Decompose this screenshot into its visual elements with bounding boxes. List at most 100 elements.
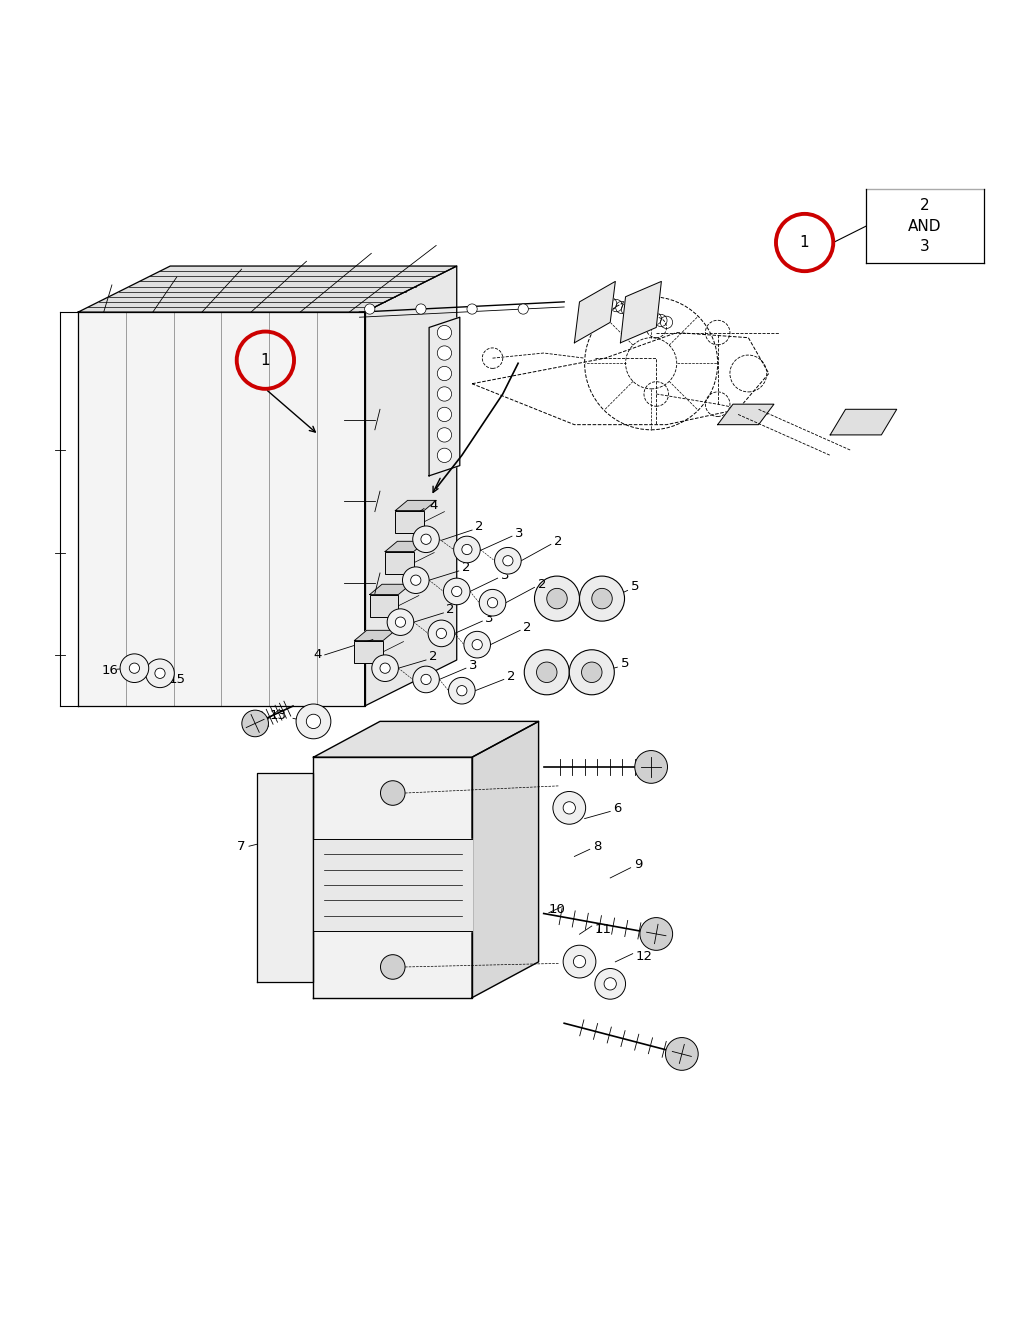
Circle shape <box>387 609 413 635</box>
Text: AND: AND <box>908 219 942 234</box>
Circle shape <box>443 578 470 605</box>
Circle shape <box>129 663 140 673</box>
Text: 2: 2 <box>554 535 562 548</box>
Circle shape <box>412 525 439 553</box>
Circle shape <box>457 685 467 696</box>
Text: 14: 14 <box>252 719 269 733</box>
Circle shape <box>547 589 567 609</box>
Text: 5: 5 <box>631 579 639 593</box>
Circle shape <box>595 969 626 999</box>
Text: 12: 12 <box>636 950 653 964</box>
Text: 4: 4 <box>429 499 437 512</box>
Circle shape <box>537 663 557 682</box>
Circle shape <box>436 628 446 639</box>
Circle shape <box>472 639 482 649</box>
Circle shape <box>553 792 586 824</box>
Circle shape <box>437 326 451 339</box>
Polygon shape <box>78 312 364 706</box>
Polygon shape <box>314 758 472 998</box>
Circle shape <box>437 346 451 360</box>
Text: 10: 10 <box>549 903 565 916</box>
Bar <box>385 552 413 574</box>
Circle shape <box>428 620 455 647</box>
Circle shape <box>364 304 374 314</box>
Circle shape <box>410 576 421 585</box>
Circle shape <box>524 649 569 694</box>
Text: 13: 13 <box>270 709 286 722</box>
Circle shape <box>437 387 451 401</box>
Text: 2: 2 <box>920 198 930 213</box>
Text: 2: 2 <box>507 669 515 682</box>
Text: 16: 16 <box>102 664 119 677</box>
Circle shape <box>297 704 330 739</box>
Text: 5: 5 <box>621 656 629 669</box>
Circle shape <box>381 954 405 979</box>
Circle shape <box>518 304 528 314</box>
Text: 2: 2 <box>462 561 470 574</box>
Circle shape <box>437 449 451 462</box>
Circle shape <box>421 675 431 685</box>
Polygon shape <box>621 281 662 343</box>
Bar <box>369 594 398 616</box>
Circle shape <box>437 428 451 442</box>
Circle shape <box>487 598 498 607</box>
Circle shape <box>592 589 613 609</box>
Circle shape <box>604 978 617 990</box>
Circle shape <box>635 751 668 783</box>
Circle shape <box>395 616 405 627</box>
Circle shape <box>451 586 462 597</box>
Circle shape <box>467 304 477 314</box>
Polygon shape <box>258 772 314 982</box>
Polygon shape <box>369 585 410 594</box>
Text: 8: 8 <box>593 840 601 853</box>
Text: 1: 1 <box>800 235 810 249</box>
Circle shape <box>582 663 602 682</box>
Polygon shape <box>429 317 460 475</box>
Polygon shape <box>314 722 539 758</box>
Circle shape <box>155 668 165 678</box>
Circle shape <box>242 710 269 737</box>
Circle shape <box>479 590 506 616</box>
Circle shape <box>371 655 398 681</box>
Text: 3: 3 <box>501 569 509 582</box>
Circle shape <box>421 535 431 544</box>
Circle shape <box>580 576 625 622</box>
Text: 11: 11 <box>595 923 611 936</box>
Text: 15: 15 <box>168 673 185 686</box>
Text: 2: 2 <box>446 603 455 616</box>
Circle shape <box>563 945 596 978</box>
Text: 4: 4 <box>314 648 322 661</box>
Circle shape <box>535 576 580 622</box>
Polygon shape <box>78 267 457 312</box>
Polygon shape <box>472 722 539 998</box>
Polygon shape <box>717 404 774 425</box>
Circle shape <box>381 780 405 805</box>
Text: 3: 3 <box>469 659 477 672</box>
Bar <box>395 511 424 533</box>
Circle shape <box>437 408 451 421</box>
Polygon shape <box>395 500 436 511</box>
Text: 2: 2 <box>538 578 546 591</box>
Polygon shape <box>364 267 457 706</box>
Circle shape <box>563 801 576 814</box>
Text: 3: 3 <box>485 611 494 624</box>
Circle shape <box>574 956 586 968</box>
Polygon shape <box>354 631 395 640</box>
Circle shape <box>437 367 451 380</box>
Circle shape <box>666 1038 699 1071</box>
Text: 2: 2 <box>429 651 438 664</box>
Polygon shape <box>830 409 897 434</box>
Circle shape <box>146 659 174 688</box>
Text: 1: 1 <box>261 352 270 368</box>
Text: 6: 6 <box>614 801 622 814</box>
Circle shape <box>448 677 475 704</box>
Circle shape <box>503 556 513 566</box>
Circle shape <box>120 653 149 682</box>
Circle shape <box>569 649 615 694</box>
Polygon shape <box>385 541 426 552</box>
Text: 2: 2 <box>475 520 483 533</box>
Circle shape <box>464 631 490 657</box>
Text: 3: 3 <box>920 239 930 255</box>
Bar <box>354 640 383 663</box>
Circle shape <box>640 917 673 950</box>
